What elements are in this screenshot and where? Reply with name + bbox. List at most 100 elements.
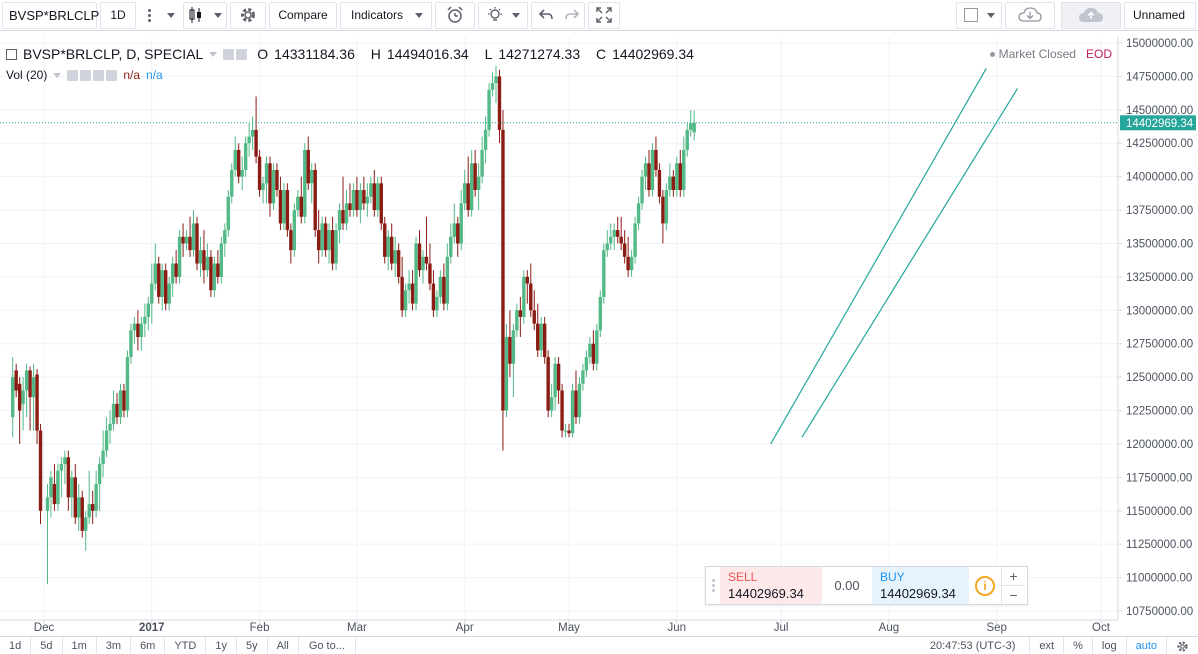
volume-legend[interactable]: Vol (20) n/a n/a [6,68,163,82]
auto-label: auto [1135,640,1157,652]
buy-button[interactable]: BUY 14402969.34 [872,567,969,604]
log-scale-toggle[interactable]: log [1091,637,1126,654]
indicators-button[interactable]: Indicators [340,1,432,29]
last-price-label: 14402969.34 [1120,115,1196,131]
settings-icon[interactable] [80,69,92,81]
candle [379,176,383,231]
candle-body [31,377,36,398]
color-square-icon [963,8,978,22]
goto-button[interactable]: Go to... [299,636,356,654]
time-axis[interactable]: Dec 2017 Feb Mar Apr May Jun Jul Aug Sep Oct [0,619,1118,634]
candle-body [181,236,185,244]
layout-name-button[interactable]: Unnamed [1124,1,1196,29]
candle [682,136,686,197]
candle [226,190,230,237]
range-button-1y[interactable]: 1y [206,636,237,654]
candle-body [522,276,526,317]
legend-actions[interactable] [223,48,248,60]
cloud-download-icon [1018,7,1042,22]
range-button-ytd[interactable]: YTD [165,636,207,654]
candle-body [692,122,696,133]
candle-body [45,497,50,511]
settings-button[interactable] [230,1,266,29]
open-value: 14331184.36 [274,46,355,62]
candle [549,383,554,418]
minus-button[interactable]: − [1009,587,1018,603]
range-button-1d[interactable]: 1d [0,636,32,654]
drag-handle-icon[interactable] [706,567,720,604]
info-button[interactable]: i [969,567,1001,604]
candle-body [504,337,509,411]
chart-style-button[interactable] [183,1,227,29]
price-tick-label: 14750000.00 [1126,71,1193,83]
volume-chevron-down-icon[interactable] [53,72,62,78]
eye-icon[interactable] [223,48,235,60]
settings-icon[interactable] [236,48,248,60]
eye-icon[interactable] [67,69,79,81]
extended-hours-toggle[interactable]: ext [1029,637,1063,654]
channel-line[interactable] [801,88,1019,438]
candle [577,377,582,424]
candle-body [191,223,196,251]
parallel-channel-drawing[interactable] [770,68,1019,445]
candle [261,176,265,204]
price-axis[interactable]: 15000000.00 14750000.00 14500000.00 1425000… [1117,37,1193,620]
candle [247,123,251,157]
collapse-legend-icon[interactable] [6,48,17,60]
legend-chevron-down-icon[interactable] [209,51,218,57]
replay-button[interactable] [478,1,528,29]
auto-scale-toggle[interactable]: auto [1125,637,1166,654]
candle [522,270,526,324]
cloud-save-button[interactable] [1061,1,1121,29]
time-tick-label: Sep [986,622,1006,634]
range-button-5d[interactable]: 5d [31,636,63,654]
compare-button[interactable]: Compare [269,1,337,29]
fullscreen-button[interactable] [588,1,620,29]
candle-body [299,196,303,217]
series-legend[interactable]: BVSP*BRLCLP, D, SPECIAL O 14331184.36 H 14… [6,46,706,62]
range-button-5y[interactable]: 5y [237,636,268,654]
candle-body [63,457,67,464]
range-button-3m[interactable]: 3m [97,636,132,654]
volume-actions[interactable] [67,69,118,81]
candle-body [549,397,554,411]
redo-button[interactable] [559,1,585,29]
symbol-search-button[interactable]: BVSP*BRLCLP [2,1,99,29]
candle-body [518,310,523,317]
candle-body [428,263,432,284]
candle-body [438,276,443,297]
interval-chevron-down-icon[interactable] [162,1,180,29]
percent-scale-toggle[interactable]: % [1063,637,1092,654]
clock[interactable]: 20:47:53 (UTC-3) [921,637,1030,654]
candle-body [365,196,370,204]
range-button-1m[interactable]: 1m [63,636,97,654]
candle [424,216,429,271]
alert-button[interactable] [435,1,475,29]
scale-settings-button[interactable] [1166,637,1198,654]
drawing-color-button[interactable] [956,1,1002,29]
cloud-load-button[interactable] [1005,1,1055,29]
candle [299,176,303,224]
plus-icon[interactable] [93,69,105,81]
sell-button[interactable]: SELL 14402969.34 [720,567,822,604]
market-status-label: Market Closed [998,47,1076,61]
range-button-all[interactable]: All [268,636,299,654]
candle-body [330,230,335,264]
candle [542,316,547,364]
price-chart[interactable]: 15000000.00 14750000.00 14500000.00 1425000… [0,31,1198,636]
candle-body [563,430,568,432]
close-icon[interactable] [106,69,118,81]
candle [118,383,123,424]
channel-line[interactable] [770,68,987,445]
candle-body [570,390,575,434]
interval-button[interactable]: 1D [100,1,136,29]
candle [497,69,502,144]
interval-menu-dots-icon[interactable] [139,1,159,29]
candle-body [21,390,25,404]
range-button-6m[interactable]: 6m [131,636,166,654]
candle-body [254,129,258,157]
plus-button[interactable]: + [1002,567,1025,586]
candle-body [188,236,192,251]
candle [195,216,199,271]
undo-button[interactable] [531,1,559,29]
